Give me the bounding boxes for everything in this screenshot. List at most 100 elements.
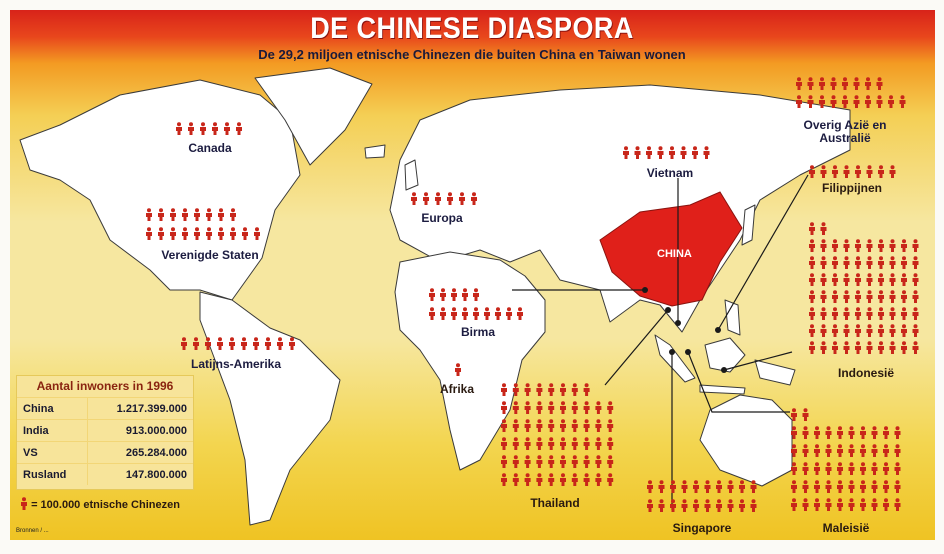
person-icon [855,165,861,178]
person-icon [451,307,457,320]
person-icon [843,341,850,354]
person-icon [791,426,797,439]
iceland [364,144,386,159]
table-row: Rusland 147.800.000 [17,463,193,485]
person-icon [802,462,809,475]
person-icon [703,146,710,159]
person-icon [727,499,734,512]
figures-indonesi- [809,222,919,354]
africa [394,251,546,471]
person-icon [242,227,248,240]
person-icon [607,419,614,432]
person-icon [889,256,896,269]
person-icon [842,77,848,90]
country-cell: Rusland [17,463,88,485]
value-cell: 913.000.000 [87,419,193,442]
person-icon [809,256,815,269]
person-icon [512,401,519,414]
country-cell: VS [17,441,88,464]
label-indonesia: Indonesië [837,366,895,380]
figures-overig-azi-en-australi- [796,77,906,108]
person-icon [889,290,896,303]
person-icon [889,324,896,337]
label-birma: Birma [460,325,496,339]
sumatra [654,334,696,383]
person-icon [825,426,832,439]
person-icon [548,473,555,486]
person-icon [647,499,653,512]
person-icon [681,499,688,512]
person-icon [21,497,27,510]
person-icon [560,437,566,450]
legend-text: = 100.000 etnische Chinezen [31,499,180,511]
person-icon [571,401,578,414]
person-icon [848,480,855,493]
person-icon [501,455,507,468]
person-icon [830,77,837,90]
person-icon [820,239,827,252]
person-icon [802,408,809,421]
person-icon [217,337,223,350]
person-icon [512,383,519,396]
person-icon [825,480,832,493]
person-icon [462,307,468,320]
java [699,384,746,395]
person-icon [224,122,230,135]
uk [404,159,419,191]
label-latin-america: Latijns-Amerika [190,357,282,371]
person-icon [739,499,745,512]
person-icon [848,444,855,457]
person-icon [512,437,519,450]
person-icon [791,444,797,457]
person-icon [807,95,814,108]
person-icon [901,341,907,354]
person-icon [878,165,884,178]
label-vs: Verenigde Staten [161,248,259,262]
person-icon [802,444,809,457]
person-icon [894,498,901,511]
person-icon [843,165,850,178]
person-icon [595,455,602,468]
person-icon [860,498,866,511]
person-icon [912,341,919,354]
person-icon [182,208,188,221]
person-icon [693,480,699,493]
person-icon [693,499,699,512]
north-america [19,79,301,301]
table-row: China 1.217.399.000 [17,397,193,420]
person-icon [791,462,797,475]
figures-canada [176,122,242,135]
person-icon [560,419,566,432]
china-shape [599,191,743,307]
person-icon [230,227,236,240]
person-icon [819,77,825,90]
person-icon [837,462,843,475]
person-icon [809,290,815,303]
person-icon [894,426,901,439]
person-icon [440,307,446,320]
person-icon [866,273,873,286]
person-icon [901,307,907,320]
person-icon [583,455,590,468]
figures-maleisi- [791,408,901,511]
person-icon [865,95,871,108]
value-cell: 265.284.000 [87,441,193,464]
figures-europa [411,192,477,205]
person-icon [791,408,797,421]
table-row: India 913.000.000 [17,419,193,442]
person-icon [176,122,182,135]
person-icon [883,480,889,493]
person-icon [796,95,802,108]
person-icon [883,426,889,439]
person-icon [832,324,838,337]
person-icon [607,401,614,414]
person-icon [524,455,531,468]
figure-groups [146,77,919,512]
person-icon [855,290,861,303]
person-icon [819,95,825,108]
person-icon [646,146,652,159]
person-icon [878,273,884,286]
south-america [199,291,341,526]
person-icon [802,498,809,511]
